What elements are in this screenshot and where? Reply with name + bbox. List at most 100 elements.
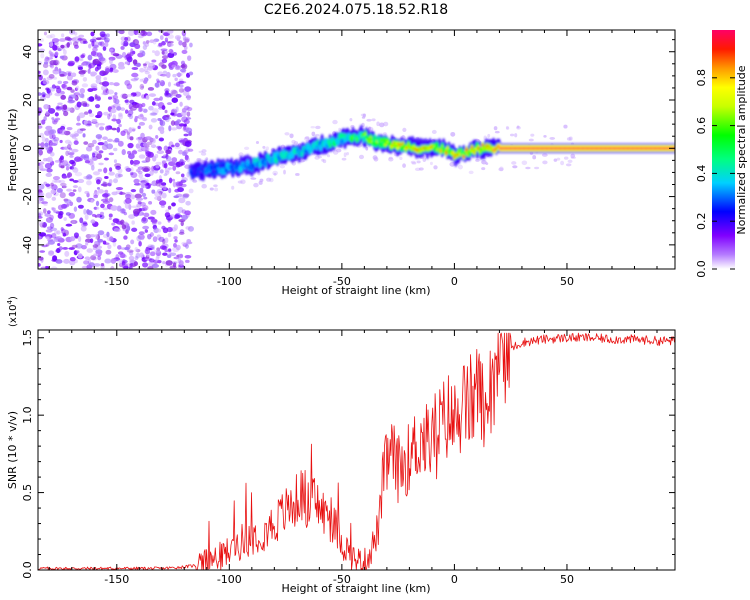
noise-blob — [534, 166, 540, 170]
noise-blob — [162, 238, 166, 245]
noise-blob — [156, 80, 161, 84]
noise-blob — [142, 108, 148, 113]
noise-blob — [124, 54, 132, 61]
noise-blob — [184, 243, 189, 249]
noise-blob — [46, 34, 53, 39]
noise-blob — [168, 125, 172, 132]
noise-blob — [566, 137, 572, 141]
noise-blob — [186, 171, 190, 178]
noise-blob — [181, 89, 186, 93]
noise-blob — [84, 160, 91, 164]
noise-blob — [154, 196, 161, 201]
signal-core — [220, 169, 224, 173]
noise-blob — [175, 106, 179, 113]
noise-blob — [46, 57, 53, 60]
noise-blob — [128, 127, 133, 134]
noise-blob — [411, 162, 417, 165]
noise-blob — [62, 184, 68, 189]
noise-blob — [125, 167, 132, 172]
noise-blob — [124, 61, 130, 65]
noise-blob — [272, 170, 278, 176]
noise-blob — [159, 129, 165, 135]
noise-blob — [76, 101, 82, 108]
signal-core — [480, 148, 483, 152]
noise-blob — [178, 123, 185, 127]
noise-blob — [332, 119, 338, 125]
noise-blob — [433, 165, 438, 170]
noise-blob — [169, 252, 177, 257]
noise-blob — [187, 148, 194, 152]
noise-blob — [128, 255, 135, 261]
noise-blob — [92, 41, 100, 48]
noise-blob — [53, 210, 60, 214]
noise-blob — [47, 210, 51, 214]
noise-blob — [549, 136, 556, 140]
noise-blob — [69, 151, 75, 155]
noise-blob — [99, 41, 105, 47]
noise-blob — [85, 241, 89, 246]
noise-blob — [167, 205, 172, 210]
noise-blob — [103, 111, 109, 116]
noise-blob — [110, 258, 117, 264]
noise-blob — [154, 82, 160, 88]
noise-blob — [118, 30, 125, 35]
noise-blob — [171, 157, 178, 163]
noise-blob — [114, 137, 120, 143]
noise-blob — [95, 95, 101, 102]
noise-blob — [158, 137, 165, 142]
noise-blob — [172, 262, 177, 268]
noise-blob — [55, 247, 61, 254]
x-tick-label: -100 — [217, 573, 242, 586]
noise-blob — [127, 109, 134, 116]
noise-blob — [127, 113, 132, 118]
noise-blob — [68, 212, 76, 219]
noise-blob — [127, 56, 133, 62]
noise-blob — [136, 235, 142, 242]
noise-blob — [144, 229, 149, 233]
noise-blob — [130, 172, 138, 178]
noise-blob — [105, 33, 110, 38]
noise-blob — [231, 185, 235, 190]
noise-blob — [114, 92, 118, 96]
signal-core — [300, 151, 304, 156]
noise-blob — [49, 227, 58, 231]
noise-blob — [170, 214, 175, 218]
noise-blob — [166, 114, 170, 118]
noise-blob — [150, 138, 155, 142]
noise-blob — [84, 214, 89, 220]
noise-blob — [175, 161, 181, 168]
noise-blob — [135, 143, 141, 149]
noise-blob — [164, 170, 170, 175]
noise-blob — [418, 167, 424, 171]
noise-blob — [137, 125, 141, 130]
noise-blob — [42, 69, 49, 76]
noise-blob — [181, 30, 187, 37]
signal-core — [362, 137, 366, 141]
noise-blob — [82, 40, 88, 44]
noise-blob — [184, 38, 190, 43]
noise-blob — [161, 245, 168, 251]
noise-blob — [449, 161, 456, 167]
noise-blob — [38, 263, 41, 267]
noise-blob — [97, 189, 105, 194]
noise-blob — [83, 208, 87, 215]
noise-blob — [74, 96, 78, 100]
noise-blob — [315, 133, 320, 137]
signal-core — [440, 144, 444, 149]
noise-blob — [134, 39, 139, 45]
noise-blob — [259, 178, 264, 183]
noise-blob — [360, 113, 366, 117]
x-tick-label: 50 — [560, 275, 574, 288]
noise-blob — [525, 166, 531, 170]
noise-blob — [106, 89, 114, 95]
noise-blob — [79, 128, 86, 131]
noise-blob — [109, 58, 113, 65]
noise-blob — [87, 43, 92, 49]
noise-blob — [89, 71, 98, 76]
noise-blob — [131, 220, 135, 225]
noise-blob — [64, 36, 71, 41]
noise-blob — [141, 212, 145, 216]
noise-blob — [556, 157, 561, 161]
noise-blob — [47, 240, 55, 245]
noise-blob — [57, 80, 63, 85]
